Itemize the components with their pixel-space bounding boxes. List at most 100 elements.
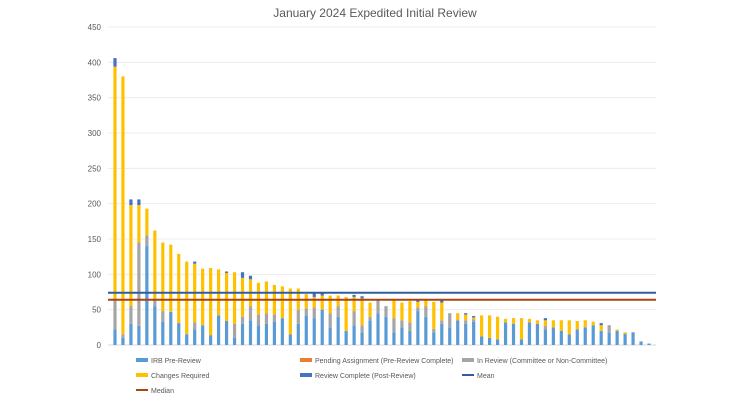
bar-segment <box>599 330 603 345</box>
bar-segment <box>161 242 165 312</box>
bar-segment <box>392 332 396 345</box>
bar-segment <box>352 296 356 312</box>
bar-segment <box>232 323 237 338</box>
bar-segment <box>543 320 547 326</box>
bar-segment <box>456 313 460 321</box>
legend-item: IRB Pre-Review <box>136 358 202 365</box>
bar-segment <box>328 313 332 328</box>
bar-segment <box>424 299 428 307</box>
bar-segment <box>360 296 364 299</box>
bar-stack <box>328 295 332 345</box>
bar-segment <box>280 318 284 345</box>
bar-segment <box>336 306 340 317</box>
legend-item: Review Complete (Post-Review) <box>300 373 416 380</box>
legend-label: In Review (Committee or Non-Committee) <box>477 358 607 365</box>
bar-segment <box>424 306 428 317</box>
bar-stack <box>400 302 404 345</box>
bar-segment <box>272 321 276 345</box>
bar-segment <box>607 325 611 333</box>
bar-segment <box>543 329 547 345</box>
bar-segment <box>464 320 468 324</box>
bar-segment <box>392 318 396 333</box>
bar-segment <box>248 275 253 280</box>
legend-swatch <box>300 373 312 377</box>
bar-segment <box>472 321 476 345</box>
bar-segment <box>583 320 587 328</box>
bar-stack <box>615 329 619 345</box>
bar-segment <box>567 320 571 335</box>
bar-stack <box>623 332 627 345</box>
bar-segment <box>432 328 436 333</box>
bar-segment <box>185 334 189 345</box>
bar-segment <box>328 295 332 314</box>
bar-stack <box>240 272 245 345</box>
bar-stack <box>217 269 221 345</box>
bar-segment <box>256 282 261 315</box>
bar-stack <box>336 295 340 345</box>
bar-segment <box>121 334 125 338</box>
bar-segment <box>416 301 420 308</box>
bar-segment <box>113 58 117 67</box>
bar-segment <box>193 322 197 330</box>
legend-item: Changes Required <box>136 373 209 380</box>
bar-stack <box>209 267 213 345</box>
bar-segment <box>511 318 516 324</box>
bar-segment <box>567 334 571 345</box>
bar-segment <box>575 329 579 345</box>
bar-segment <box>312 296 316 308</box>
bar-stack <box>145 208 149 345</box>
bar-segment <box>368 320 372 345</box>
bar-segment <box>177 253 181 324</box>
bar-segment <box>432 301 436 329</box>
bar-segment <box>248 306 253 321</box>
bar-stack <box>519 318 524 345</box>
bar-segment <box>145 246 149 345</box>
bar-segment <box>511 323 516 345</box>
bar-segment <box>185 261 189 335</box>
bar-segment <box>360 298 364 326</box>
bar-segment <box>416 307 420 312</box>
bar-segment <box>129 323 133 345</box>
legend-label: IRB Pre-Review <box>151 358 202 365</box>
bar-stack <box>248 275 253 345</box>
bar-segment <box>519 339 524 345</box>
bar-segment <box>464 323 468 345</box>
bar-segment <box>456 320 460 345</box>
bar-stack <box>185 261 189 345</box>
bar-segment <box>256 314 261 326</box>
bar-segment <box>360 332 364 345</box>
bar-stack <box>464 313 468 345</box>
bar-stack <box>320 292 324 345</box>
y-tick-label: 450 <box>88 23 102 32</box>
bar-segment <box>360 325 364 333</box>
bar-stack <box>376 299 380 345</box>
bar-segment <box>551 320 555 328</box>
bar-segment <box>400 320 404 328</box>
bar-stack <box>169 244 173 345</box>
bar-segment <box>559 330 563 345</box>
bar-segment <box>352 325 356 345</box>
bar-segment <box>591 321 595 326</box>
bar-segment <box>264 323 269 345</box>
bar-segment <box>304 294 308 309</box>
bar-segment <box>639 341 643 345</box>
bar-segment <box>264 281 269 314</box>
bar-segment <box>488 337 492 345</box>
bar-stack <box>424 299 428 345</box>
bar-segment <box>201 325 205 345</box>
bar-segment <box>527 322 532 345</box>
bar-segment <box>631 332 635 345</box>
bar-stack <box>639 341 643 345</box>
legend-label: Changes Required <box>151 373 209 380</box>
chart-title: January 2024 Expedited Initial Review <box>273 6 477 20</box>
bar-segment <box>193 329 197 345</box>
bar-segment <box>336 295 340 307</box>
bar-segment <box>535 320 540 324</box>
bar-segment <box>480 336 484 345</box>
bar-segment <box>488 315 492 338</box>
bar-stack <box>448 313 452 345</box>
bar-segment <box>137 325 141 345</box>
bar-segment <box>224 320 229 345</box>
bar-stack <box>137 199 141 345</box>
bar-segment <box>472 319 476 322</box>
